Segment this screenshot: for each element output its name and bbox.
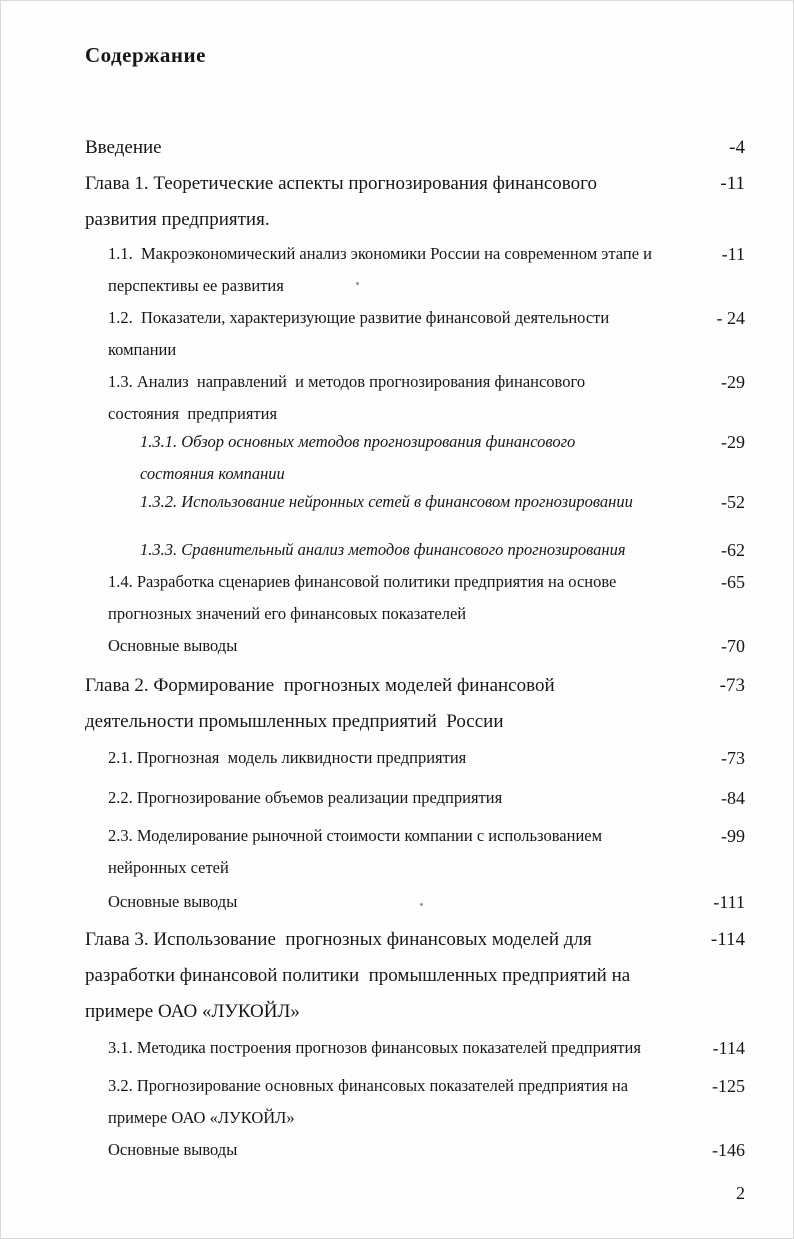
toc-entry-line: 1.3.3. Сравнительный анализ методов фина…	[140, 540, 626, 559]
toc-entry-line: Основные выводы	[108, 892, 238, 911]
toc-entry: Глава 2. Формирование прогнозных моделей…	[85, 668, 745, 740]
toc-entry-line: Основные выводы	[108, 1140, 238, 1159]
toc-entry-page-number: -99	[721, 826, 745, 846]
toc-entry-line: деятельности промышленных предприятий Ро…	[85, 711, 504, 732]
toc-entry-line: состояния компании	[140, 464, 285, 483]
toc-entry-page-number: -114	[712, 1038, 745, 1058]
toc-entry-page-number: -29	[721, 372, 745, 392]
toc-entry-page-number: -65	[721, 572, 745, 592]
toc-entry-page-number: -4	[729, 137, 745, 158]
toc-entry-line: 2.2. Прогнозирование объемов реализации …	[108, 788, 503, 807]
toc-entry-page-number: -84	[721, 788, 745, 808]
toc-entry-text: 1.3.3. Сравнительный анализ методов фина…	[85, 534, 693, 566]
toc-entry-text: 3.2. Прогнозирование основных финансовых…	[85, 1070, 693, 1134]
toc-entry-line: 1.3.2. Использование нейронных сетей в ф…	[140, 492, 633, 511]
toc-entry-page-number: -29	[721, 432, 745, 452]
toc-entry: Основные выводы -70	[85, 630, 745, 662]
toc-entry-page-number: -62	[721, 540, 745, 560]
toc-entry-text: Основные выводы	[85, 886, 693, 918]
toc-entry: 3.1. Методика построения прогнозов финан…	[85, 1032, 745, 1064]
toc-entry-line: 1.3.1. Обзор основных методов прогнозиро…	[140, 432, 576, 451]
toc-entry-line: примере ОАО «ЛУКОЙЛ»	[108, 1108, 295, 1127]
toc-entry-line: компании	[108, 340, 177, 359]
toc-entry: 1.3.1. Обзор основных методов прогнозиро…	[85, 426, 745, 490]
toc-entry-text: Глава 2. Формирование прогнозных моделей…	[85, 668, 693, 740]
toc-entry: 1.1. Макроэкономический анализ экономики…	[85, 238, 745, 302]
toc-entry-text: 1.3.2. Использование нейронных сетей в ф…	[85, 486, 693, 518]
toc-entry-line: 1.1. Макроэкономический анализ экономики…	[108, 244, 652, 263]
toc-entry-text: Глава 1. Теоретические аспекты прогнозир…	[85, 166, 693, 238]
page-title: Содержание	[85, 43, 206, 67]
scan-speck	[356, 282, 359, 285]
toc-entry-page-number: -146	[712, 1140, 745, 1160]
toc-entry-text: 3.1. Методика построения прогнозов финан…	[85, 1032, 693, 1064]
scan-speck	[420, 903, 423, 906]
toc-entry-page-number: -73	[721, 748, 745, 768]
toc-entry-text: Основные выводы	[85, 630, 693, 662]
toc-entry-text: Основные выводы	[85, 1134, 693, 1166]
toc-entry: Основные выводы -111	[85, 886, 745, 918]
toc-entry-text: 1.2. Показатели, характеризующие развити…	[85, 302, 693, 366]
toc-entry-page-number: - 24	[716, 308, 746, 328]
toc-entry-page-number: -11	[721, 244, 745, 264]
toc-entry-page-number: -125	[712, 1076, 745, 1096]
toc-entry-line: нейронных сетей	[108, 858, 229, 877]
toc-entry: Основные выводы -146	[85, 1134, 745, 1166]
toc-entry: 2.1. Прогнозная модель ликвидности предп…	[85, 742, 745, 774]
toc-entry: 1.4. Разработка сценариев финансовой пол…	[85, 566, 745, 630]
toc-entry-page-number: -73	[719, 675, 745, 696]
toc-entry-page-number: -70	[721, 636, 745, 656]
toc-entry-line: Глава 3. Использование прогнозных финанс…	[85, 929, 592, 950]
toc-entry: Введение -4	[85, 130, 745, 166]
toc-entry-line: примере ОАО «ЛУКОЙЛ»	[85, 1001, 300, 1022]
toc-entry-line: 3.1. Методика построения прогнозов финан…	[108, 1038, 641, 1057]
toc-entry: 2.2. Прогнозирование объемов реализации …	[85, 782, 745, 814]
toc-entry-line: состояния предприятия	[108, 404, 278, 423]
toc-entry-page-number: -52	[721, 492, 745, 512]
toc-entry-text: 1.4. Разработка сценариев финансовой пол…	[85, 566, 693, 630]
toc-entry-line: перспективы ее развития	[108, 276, 284, 295]
toc-entry: Глава 3. Использование прогнозных финанс…	[85, 922, 745, 1030]
toc-entry-line: Основные выводы	[108, 636, 238, 655]
toc-entry: Глава 1. Теоретические аспекты прогнозир…	[85, 166, 745, 238]
toc-entry-line: Введение	[85, 137, 162, 158]
toc-entry-page-number: -114	[710, 929, 745, 950]
toc-entry: 1.3.2. Использование нейронных сетей в ф…	[85, 486, 745, 518]
toc-entry: 1.3. Анализ направлений и методов прогно…	[85, 366, 745, 430]
toc-entry-text: 2.1. Прогнозная модель ликвидности предп…	[85, 742, 693, 774]
toc-entry-line: 2.3. Моделирование рыночной стоимости ко…	[108, 826, 603, 845]
toc-entry-text: Введение	[85, 130, 693, 166]
toc-entry-text: 1.1. Макроэкономический анализ экономики…	[85, 238, 693, 302]
toc-entry-line: Глава 2. Формирование прогнозных моделей…	[85, 675, 555, 696]
toc-entry: 2.3. Моделирование рыночной стоимости ко…	[85, 820, 745, 884]
toc-entry-text: 2.2. Прогнозирование объемов реализации …	[85, 782, 693, 814]
toc-entry-text: Глава 3. Использование прогнозных финанс…	[85, 922, 693, 1030]
toc-entry-text: 1.3.1. Обзор основных методов прогнозиро…	[85, 426, 693, 490]
toc-entry-line: Глава 1. Теоретические аспекты прогнозир…	[85, 173, 597, 194]
footer-page-number: 2	[736, 1183, 745, 1203]
toc-entry-page-number: -111	[713, 892, 745, 912]
toc-entry-text: 2.3. Моделирование рыночной стоимости ко…	[85, 820, 693, 884]
toc-entry-line: 1.2. Показатели, характеризующие развити…	[108, 308, 610, 327]
toc-entry-line: 1.3. Анализ направлений и методов прогно…	[108, 372, 586, 391]
toc-entry-line: развития предприятия.	[85, 209, 270, 230]
toc-entry: 1.2. Показатели, характеризующие развити…	[85, 302, 745, 366]
toc-entry-line: прогнозных значений его финансовых показ…	[108, 604, 467, 623]
toc-entry: 1.3.3. Сравнительный анализ методов фина…	[85, 534, 745, 566]
toc-entry-line: 2.1. Прогнозная модель ликвидности предп…	[108, 748, 467, 767]
toc-entry-line: разработки финансовой политики промышлен…	[85, 965, 631, 986]
toc-entry-text: 1.3. Анализ направлений и методов прогно…	[85, 366, 693, 430]
toc-list: Введение -4 Глава 1. Теоретические аспек…	[85, 130, 745, 1166]
toc-entry: 3.2. Прогнозирование основных финансовых…	[85, 1070, 745, 1134]
toc-entry-line: 1.4. Разработка сценариев финансовой пол…	[108, 572, 617, 591]
toc-entry-line: 3.2. Прогнозирование основных финансовых…	[108, 1076, 629, 1095]
toc-entry-page-number: -11	[720, 173, 745, 194]
